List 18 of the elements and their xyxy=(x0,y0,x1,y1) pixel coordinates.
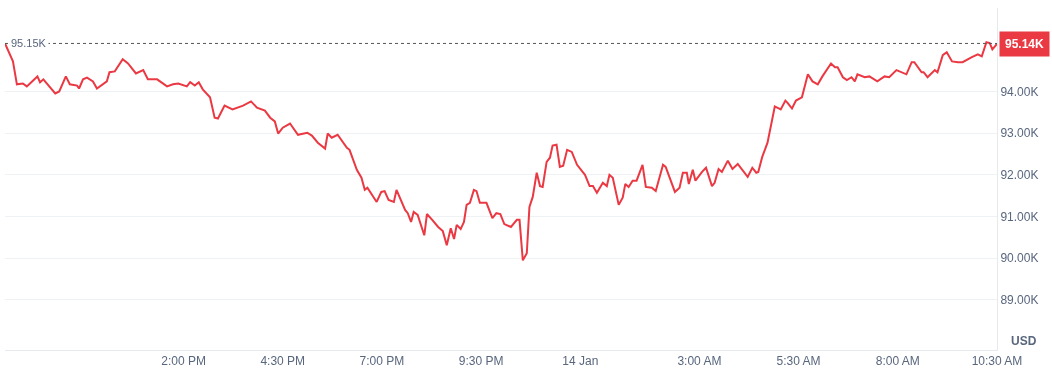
x-tick-label: 5:30 AM xyxy=(776,354,821,369)
x-tick-label: 2:00 PM xyxy=(161,354,206,369)
y-tick-label: 91.00K xyxy=(1000,209,1039,224)
annotation: 95.14K xyxy=(1005,37,1045,51)
x-tick-label: 7:00 PM xyxy=(359,354,405,369)
x-tick-label: 14 Jan xyxy=(562,354,599,369)
x-tick-label: 3:00 AM xyxy=(677,354,722,369)
y-tick-label: 93.00K xyxy=(1000,126,1039,141)
ref-line-label: 95.15K xyxy=(11,37,47,49)
x-tick-label: 4:30 PM xyxy=(260,354,306,369)
y-tick-label: 92.00K xyxy=(1000,168,1039,183)
y-tick-label: 94.00K xyxy=(1000,84,1039,99)
y-tick-label: 89.00K xyxy=(1000,293,1039,308)
x-tick-label: 8:00 AM xyxy=(875,354,920,369)
y-axis-title: USD xyxy=(1011,334,1037,348)
y-tick-label: 90.00K xyxy=(1000,251,1039,266)
x-tick-label: 9:30 PM xyxy=(458,354,504,369)
x-tick-label: 10:30 AM xyxy=(971,354,1023,369)
